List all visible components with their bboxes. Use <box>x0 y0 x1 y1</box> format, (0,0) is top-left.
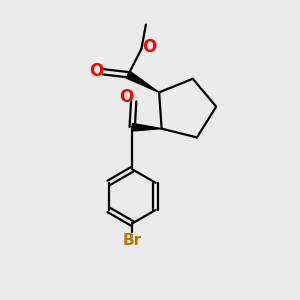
Text: O: O <box>119 88 134 106</box>
Text: O: O <box>142 38 156 56</box>
Polygon shape <box>126 71 159 92</box>
Text: Br: Br <box>123 233 142 248</box>
Polygon shape <box>132 123 162 131</box>
Text: O: O <box>90 61 104 80</box>
